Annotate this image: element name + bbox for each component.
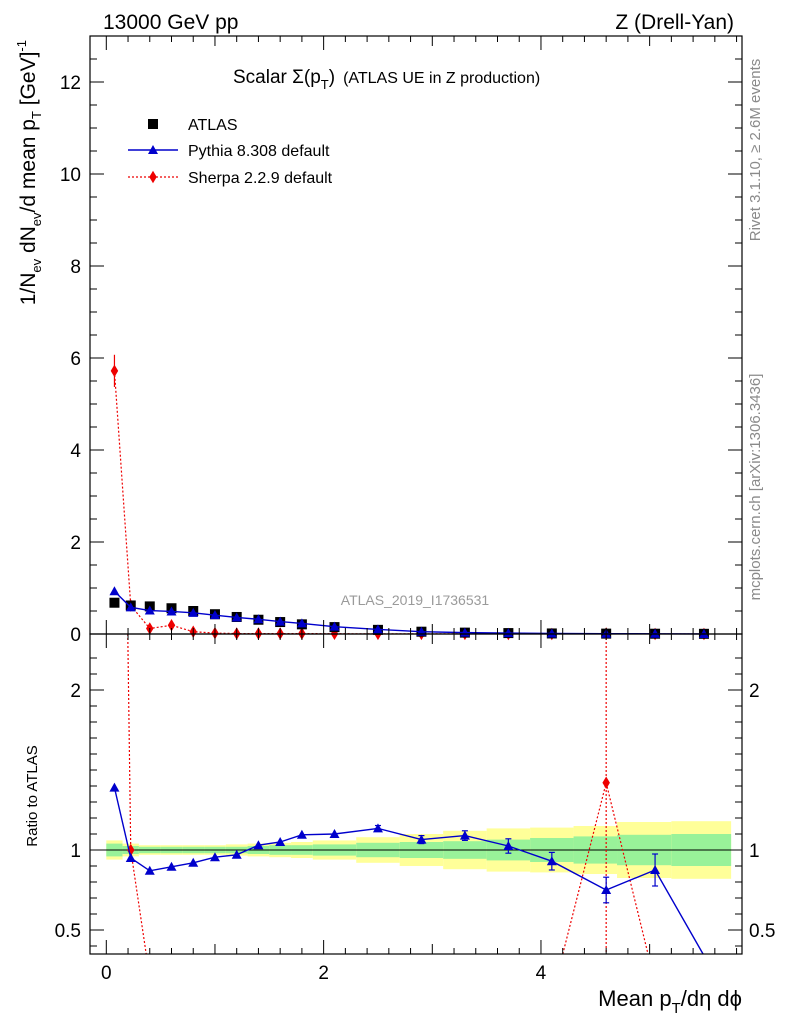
- header-process-label: Z (Drell-Yan): [615, 11, 734, 34]
- ratio-panel-frame: [89, 633, 743, 955]
- xtick-label-2: 2: [318, 963, 329, 984]
- pythia-top-point-1: [125, 602, 136, 612]
- legend-marker-pythia: [148, 145, 158, 154]
- pythia-ratio-point-10: [329, 829, 340, 838]
- ratio-ytick-label-left-2: 2: [70, 681, 81, 702]
- pythia-ratio-point-11: [372, 823, 383, 833]
- sherpa-ratio-segment-1: [130, 849, 147, 955]
- header-beam-label: 13000 GeV pp: [103, 11, 238, 34]
- pythia-ratio-point-6: [231, 849, 242, 859]
- pythia-top-point-15: [546, 628, 557, 638]
- ratio-ytick-label-left-1: 1: [70, 841, 81, 862]
- top-ytick-label-2: 2: [70, 533, 81, 554]
- x-axis-title-sub: T: [672, 1000, 681, 1017]
- title-close: ): [329, 67, 335, 88]
- pythia-ratio-point-3: [166, 861, 177, 871]
- pythia-top-point-8: [275, 616, 286, 626]
- pythia-top-point-14: [503, 628, 514, 638]
- pythia-top-point-3: [166, 606, 177, 616]
- ylabel-c: /d mean p: [17, 119, 40, 212]
- pythia-top-point-4: [188, 607, 199, 617]
- x-axis-title-a: Mean p: [598, 986, 671, 1011]
- pythia-top-point-0: [109, 586, 120, 596]
- top-ytick-label-12: 12: [60, 73, 81, 94]
- rivet-version-label: Rivet 3.1.10, ≥ 2.6M events: [747, 59, 764, 242]
- ylabel-d-sup: -1: [14, 40, 29, 52]
- pythia-ratio-point-0: [109, 782, 120, 792]
- ratio-panel-series: [109, 633, 704, 955]
- ylabel-b: dN: [17, 226, 40, 259]
- pythia-ratio-point-7: [253, 840, 264, 850]
- y-axis-title-ratio: Ratio to ATLAS: [24, 745, 41, 846]
- title-rest: (ATLAS UE in Z production): [343, 70, 540, 87]
- pythia-ratio-point-12: [416, 834, 427, 844]
- legend-label-2: Sherpa 2.2.9 default: [188, 170, 333, 187]
- ratio-ytick-label-right-0.5: 0.5: [749, 921, 775, 942]
- legend-marker-atlas: [148, 119, 158, 129]
- ratio-ytick-label-left-0.5: 0.5: [55, 921, 81, 942]
- pythia-top-point-7: [253, 614, 264, 624]
- pythia-top-point-9: [296, 618, 307, 628]
- pythia-ratio-point-13: [459, 830, 470, 840]
- ylabel-a: 1/N: [17, 273, 40, 306]
- xtick-label-0: 0: [101, 963, 112, 984]
- pythia-ratio-point-14: [503, 841, 514, 850]
- xtick-label-4: 4: [536, 963, 547, 984]
- atlas-top-point-0: [109, 597, 120, 608]
- ratio-ytick-label-right-1: 1: [749, 841, 760, 862]
- top-ytick-label-8: 8: [70, 257, 81, 278]
- top-ytick-label-6: 6: [70, 349, 81, 370]
- pythia-top-point-5: [209, 610, 220, 620]
- pythia-ratio-point-4: [188, 857, 199, 867]
- sherpa-ratio-segment-16: [605, 782, 649, 955]
- pythia-top-point-17: [650, 628, 661, 638]
- sherpa-ratio-point-16: [602, 776, 610, 790]
- pythia-ratio-point-15: [546, 856, 557, 866]
- pythia-top-point-2: [144, 605, 155, 615]
- title-subscript: T: [321, 77, 329, 92]
- ratio-ytick-label-right-2: 2: [749, 681, 760, 702]
- sherpa-ratio-segment-0: [127, 633, 132, 851]
- legend-label-0: ATLAS: [188, 117, 238, 134]
- legend-marker-sherpa: [149, 170, 157, 184]
- ylabel-d: [GeV]: [17, 52, 40, 112]
- sherpa-top-point-3: [167, 619, 176, 632]
- sherpa-top-point-0: [110, 364, 119, 378]
- plot-title: Scalar Σ(pT) (ATLAS UE in Z production): [233, 67, 540, 92]
- axis-ticks: [90, 35, 742, 954]
- top-ytick-label-10: 10: [60, 165, 81, 186]
- y-axis-title-top: 1/Nev dNev/d mean pT [GeV]-1: [14, 40, 44, 305]
- pythia-ratio-point-1: [125, 853, 136, 862]
- x-axis-title-b: /dη dϕ: [681, 986, 742, 1011]
- pythia-ratio-point-9: [296, 829, 307, 839]
- ylabel-b-sub: ev: [29, 212, 44, 226]
- top-ytick-label-4: 4: [70, 441, 81, 462]
- pythia-ratio-point-16: [601, 885, 612, 894]
- pythia-ratio-point-2: [144, 865, 155, 875]
- legend: ATLAS Pythia 8.308 default Sherpa 2.2.9 de…: [128, 117, 333, 187]
- top-ytick-label-0: 0: [70, 625, 81, 646]
- pythia-top-point-11: [372, 624, 383, 634]
- ylabel-c-sub: T: [29, 111, 44, 119]
- pythia-ratio-point-17: [650, 865, 661, 874]
- ylabel-a-sub: ev: [29, 258, 44, 272]
- x-axis-title: Mean pT/dη dϕ: [598, 986, 742, 1017]
- title-main: Scalar Σ(p: [233, 67, 321, 88]
- pythia-top-point-6: [231, 612, 242, 622]
- mcplots-label: mcplots.cern.ch [arXiv:1306.3436]: [747, 374, 764, 601]
- sherpa-ratio-segment-15: [562, 782, 607, 955]
- legend-label-1: Pythia 8.308 default: [188, 143, 330, 160]
- analysis-watermark: ATLAS_2019_I1736531: [341, 592, 490, 608]
- pythia-ratio-point-5: [209, 852, 220, 862]
- pythia-top-point-10: [329, 621, 340, 631]
- pythia-ratio-point-8: [275, 837, 286, 846]
